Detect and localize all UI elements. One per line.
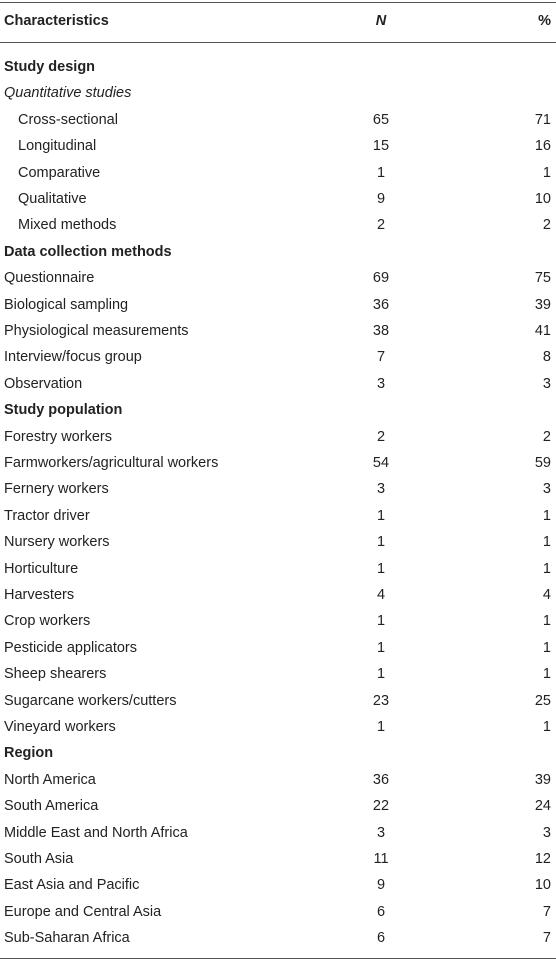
n-value: 1	[376, 666, 386, 683]
row-label: Longitudinal	[18, 138, 97, 155]
n-value: 1	[376, 560, 386, 577]
row-label: Region	[4, 745, 54, 762]
n-value: 54	[372, 455, 390, 471]
n-value: 3	[376, 481, 386, 498]
pct-value: 12	[534, 851, 551, 867]
row-label: Horticulture	[4, 560, 79, 577]
pct-value: 1	[542, 534, 551, 551]
n-value: 9	[376, 877, 386, 894]
row-label: Study design	[4, 59, 96, 75]
row-label: Study population	[4, 402, 123, 419]
pct-value: 71	[534, 111, 551, 128]
row-label: Nursery workers	[4, 534, 110, 551]
row-label: Questionnaire	[4, 270, 95, 287]
row-label: Vineyard workers	[4, 719, 116, 735]
row-label: South America	[4, 798, 99, 815]
n-value: 38	[372, 323, 390, 339]
n-value: 11	[373, 851, 389, 867]
row-label: Tractor driver	[4, 507, 90, 524]
row-label: Comparative	[18, 164, 101, 181]
header-rule	[0, 42, 556, 43]
n-value: 2	[376, 428, 386, 445]
row-label: Interview/focus group	[4, 349, 142, 366]
n-value: 3	[376, 824, 386, 841]
pct-value: 10	[534, 877, 551, 894]
bottom-rule	[0, 958, 556, 959]
pct-value: 41	[534, 323, 551, 339]
pct-value: 3	[542, 375, 551, 392]
n-value: 23	[372, 692, 390, 709]
header-cell: %	[538, 13, 551, 29]
pct-value: 24	[534, 798, 551, 815]
row-label: Cross-sectional	[18, 111, 118, 128]
pct-value: 59	[534, 455, 551, 471]
pct-value: 75	[534, 270, 551, 287]
pct-value: 10	[534, 191, 551, 207]
pct-value: 7	[542, 930, 551, 947]
pct-value: 1	[542, 719, 551, 735]
n-value: 15	[372, 138, 390, 155]
pct-value: 3	[542, 824, 551, 841]
top-rule	[0, 2, 556, 3]
row-label: Sheep shearers	[4, 666, 107, 683]
row-label: Physiological measurements	[4, 323, 189, 339]
row-label: Crop workers	[4, 613, 91, 630]
row-label: Biological sampling	[4, 296, 129, 313]
n-value: 6	[376, 930, 386, 947]
n-value: 1	[376, 534, 386, 551]
pct-value: 1	[542, 666, 551, 683]
n-value: 69	[372, 270, 390, 287]
row-label: Farmworkers/agricultural workers	[4, 455, 219, 471]
pct-value: 7	[542, 903, 551, 920]
row-label: Pesticide applicators	[4, 639, 137, 656]
n-value: 36	[372, 296, 390, 313]
row-label: Qualitative	[18, 191, 87, 207]
pct-value: 39	[534, 771, 551, 788]
n-value: 4	[376, 587, 386, 603]
row-label: East Asia and Pacific	[4, 877, 140, 894]
row-label: Data collection methods	[4, 243, 172, 260]
row-label: Fernery workers	[4, 481, 109, 498]
header-cell: Characteristics	[4, 13, 109, 29]
n-value: 1	[376, 719, 386, 735]
pct-value: 39	[534, 296, 551, 313]
row-label: South Asia	[4, 851, 74, 867]
n-value: 1	[376, 164, 386, 181]
n-value: 1	[376, 613, 386, 630]
pct-value: 4	[542, 587, 551, 603]
pct-value: 1	[542, 613, 551, 630]
n-value: 2	[376, 217, 386, 234]
pct-value: 1	[542, 560, 551, 577]
n-value: 1	[376, 639, 386, 656]
row-label: Quantitative studies	[4, 85, 132, 102]
pct-value: 3	[542, 481, 551, 498]
n-value: 65	[372, 111, 390, 128]
pct-value: 2	[542, 217, 551, 234]
n-value: 6	[376, 903, 386, 920]
row-label: Mixed methods	[18, 217, 117, 234]
pct-value: 1	[542, 507, 551, 524]
pct-value: 1	[542, 164, 551, 181]
row-label: Observation	[4, 375, 83, 392]
n-value: 22	[372, 798, 390, 815]
row-label: Sub-Saharan Africa	[4, 930, 130, 947]
pct-value: 1	[542, 639, 551, 656]
pct-value: 25	[534, 692, 551, 709]
n-value: 9	[376, 191, 386, 207]
row-label: Sugarcane workers/cutters	[4, 692, 177, 709]
row-label: Middle East and North Africa	[4, 824, 188, 841]
row-label: Europe and Central Asia	[4, 903, 162, 920]
n-value: 36	[372, 771, 390, 788]
header-cell: N	[375, 13, 387, 29]
pct-value: 2	[542, 428, 551, 445]
row-label: North America	[4, 771, 96, 788]
row-label: Harvesters	[4, 587, 75, 603]
row-label: Forestry workers	[4, 428, 112, 445]
pct-value: 16	[534, 138, 551, 155]
n-value: 7	[376, 349, 386, 366]
n-value: 3	[376, 375, 386, 392]
n-value: 1	[376, 507, 386, 524]
pct-value: 8	[542, 349, 551, 366]
